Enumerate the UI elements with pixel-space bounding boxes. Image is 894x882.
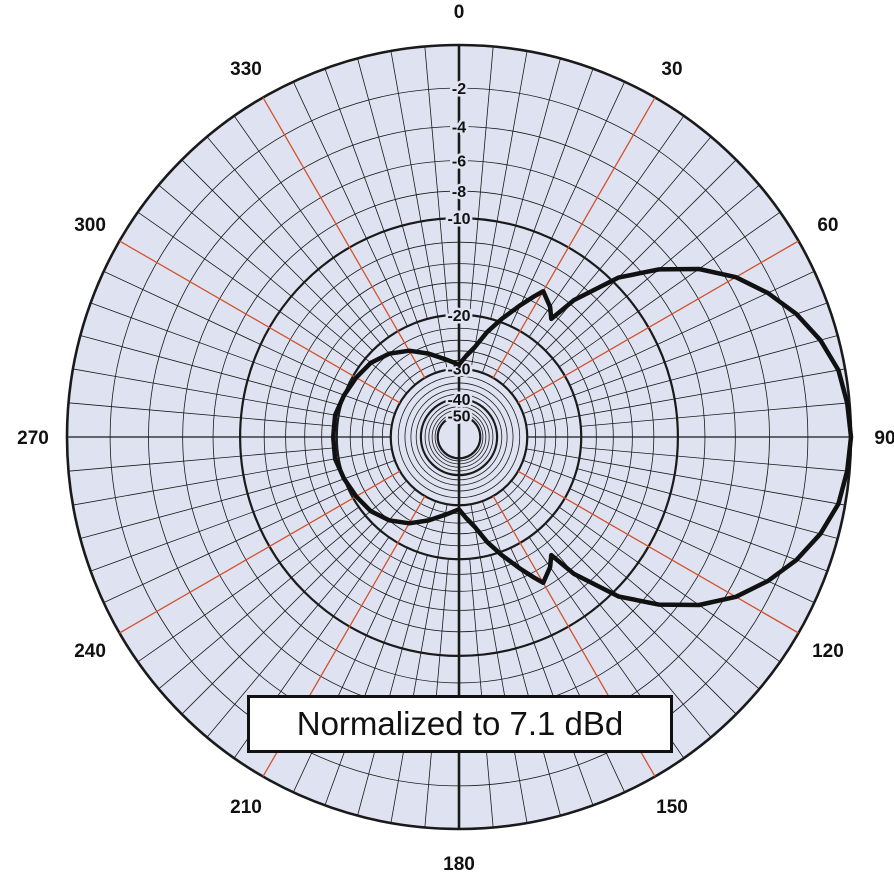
grid-spoke [181,523,373,715]
grid-spoke [357,58,428,320]
grid-spoke [233,115,390,338]
grid-spoke [545,159,737,351]
grid-spoke [580,447,850,472]
grid-spoke [357,554,428,816]
normalization-note: Normalized to 7.1 dBd [296,705,624,742]
grid-spoke [576,468,838,539]
angle-spoke [262,97,426,379]
angle-tick-label: 300 [74,215,106,236]
angle-spoke [517,240,799,404]
db-tick-label: -2 [452,81,466,98]
angle-tick-label: 90 [874,428,894,449]
db-tick-label: -4 [452,119,466,136]
grid-spoke [490,554,561,816]
grid-spoke [292,81,408,327]
grid-spoke [137,211,360,368]
angle-tick-label: 60 [817,215,838,236]
db-tick-label: -20 [447,308,470,325]
grid-spoke [569,270,815,386]
grid-spoke [469,558,494,828]
db-tick-label: -10 [447,211,470,228]
grid-spoke [528,115,685,338]
grid-spoke [558,506,781,663]
grid-spoke [469,46,494,316]
grid-spoke [576,335,838,406]
angle-tick-label: 240 [74,641,106,662]
angle-tick-label: 330 [230,59,262,80]
radial-db-labels: -2 -4 -6 -8 -10 -20 -30 -40-50 [445,79,473,429]
db-tick-label: -8 [452,184,466,201]
grid-spoke [68,447,338,472]
angle-tick-label: 180 [443,854,475,875]
angle-tick-label: 120 [812,641,844,662]
grid-spoke [569,488,815,604]
grid-spoke [424,558,449,828]
grid-spoke [545,523,737,715]
angle-spoke [119,470,401,634]
angle-tick-label: 30 [661,59,682,80]
db-tick-label: -40 [447,392,470,409]
angle-tick-label: 270 [17,428,49,449]
db-tick-label: -50 [447,409,470,426]
angle-spoke [492,97,656,379]
grid-spoke [490,58,561,320]
normalization-note-box: Normalized to 7.1 dBd [247,695,673,753]
grid-spoke [103,270,349,386]
grid-spoke [181,159,373,351]
angle-tick-labels: 0 30 60 90 120 150 180 210 240 270 300 330 [17,2,894,875]
grid-spoke [558,211,781,368]
grid-spoke [510,81,626,327]
angle-spoke [517,470,799,634]
radiation-pattern [330,266,854,608]
grid-spoke [424,46,449,316]
angle-spoke [119,240,401,404]
grid-spoke [80,335,342,406]
pattern-line [330,266,854,608]
angle-tick-label: 210 [230,797,262,818]
grid-spoke [103,488,349,604]
db-tick-label: -6 [452,154,466,171]
grid-spoke [137,506,360,663]
grid-spoke [80,468,342,539]
grid-spoke [580,402,850,427]
angle-tick-label: 0 [454,2,465,23]
db-tick-label: -30 [447,362,470,379]
grid-spoke [68,402,338,427]
angle-tick-label: 150 [656,797,688,818]
